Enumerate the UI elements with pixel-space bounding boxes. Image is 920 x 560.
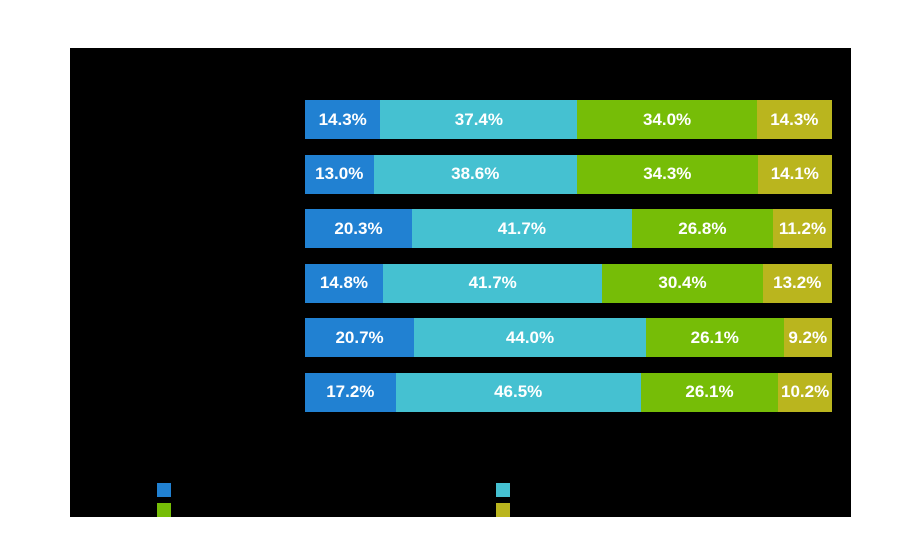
bar-segment-series-cyan: 41.7%: [411, 209, 632, 248]
bar-value-label: 14.1%: [770, 164, 819, 183]
bar-value-label: 26.1%: [685, 382, 734, 401]
bar-segment-series-olive: 11.2%: [772, 209, 832, 248]
stacked-bar-plot: 14.3% 37.4% 34.0% 14.3% 13.0% 38.6% 34.3% 14.1%…: [305, 100, 832, 412]
bar-segment-series-cyan: 44.0%: [414, 318, 646, 357]
bar-value-label: 34.3%: [643, 164, 692, 183]
bar-value-label: 34.0%: [642, 109, 692, 129]
bar-value-label: 20.7%: [335, 327, 384, 347]
bar-value-label: 41.7%: [468, 273, 517, 292]
bar-value-label: 37.4%: [454, 109, 503, 129]
bar-segment-series-green: 34.3%: [576, 154, 758, 194]
bar-value-label: 30.4%: [658, 273, 707, 292]
bar-segment-series-blue: 14.3%: [305, 100, 381, 139]
bar-segment-series-olive: 14.1%: [757, 154, 832, 194]
bar-value-label: 13.2%: [773, 273, 822, 292]
bar-segment-series-olive: 10.2%: [778, 372, 832, 412]
bar-value-label: 14.3%: [770, 109, 819, 129]
bar-value-label: 41.7%: [497, 218, 546, 238]
bar-row: 14.3% 37.4% 34.0% 14.3%: [305, 100, 832, 139]
bar-value-label: 9.2%: [788, 327, 828, 347]
bar-value-label: 26.1%: [690, 327, 739, 347]
bar-value-label: 14.8%: [319, 273, 369, 292]
bar-value-label: 14.3%: [318, 109, 367, 129]
bar-segment-series-olive: 13.2%: [762, 263, 832, 303]
bar-row: 13.0% 38.6% 34.3% 14.1%: [305, 154, 832, 194]
bar-row: 20.3% 41.7% 26.8% 11.2%: [305, 209, 832, 248]
bar-segment-series-cyan: 41.7%: [382, 263, 603, 303]
bar-value-label: 26.8%: [678, 218, 727, 238]
bar-value-label: 10.2%: [781, 382, 830, 401]
bar-segment-series-cyan: 37.4%: [380, 100, 578, 139]
bar-segment-series-cyan: 46.5%: [395, 372, 641, 412]
bar-value-label: 44.0%: [505, 327, 555, 347]
bar-segment-series-green: 30.4%: [602, 263, 763, 303]
bar-segment-series-cyan: 38.6%: [373, 154, 577, 194]
bar-segment-series-blue: 20.7%: [305, 318, 415, 357]
bar-value-label: 11.2%: [778, 218, 827, 238]
bar-segment-series-olive: 9.2%: [783, 318, 832, 357]
bar-segment-series-olive: 14.3%: [756, 100, 832, 139]
legend-swatch-green: [157, 503, 171, 517]
bar-segment-series-green: 26.1%: [645, 318, 784, 357]
bar-value-label: 38.6%: [451, 164, 500, 183]
legend-swatch-olive: [496, 503, 510, 517]
bar-segment-series-green: 34.0%: [577, 100, 757, 139]
bar-row: 20.7% 44.0% 26.1% 9.2%: [305, 318, 832, 357]
bar-value-label: 46.5%: [494, 382, 543, 401]
bar-row: 17.2% 46.5% 26.1% 10.2%: [305, 372, 832, 412]
legend-swatch-blue: [157, 483, 171, 497]
bar-segment-series-green: 26.8%: [631, 209, 773, 248]
chart-panel: 14.3% 37.4% 34.0% 14.3% 13.0% 38.6% 34.3% 14.1%…: [70, 48, 851, 517]
bar-segment-series-blue: 20.3%: [305, 209, 412, 248]
bar-segment-series-blue: 17.2%: [305, 372, 396, 412]
bar-segment-series-blue: 13.0%: [305, 154, 374, 194]
bar-segment-series-blue: 14.8%: [305, 263, 383, 303]
bar-segment-series-green: 26.1%: [640, 372, 779, 412]
bar-value-label: 20.3%: [334, 218, 383, 238]
bar-row: 14.8% 41.7% 30.4% 13.2%: [305, 263, 832, 303]
bar-value-label: 17.2%: [326, 382, 375, 401]
bar-value-label: 13.0%: [315, 164, 364, 183]
legend-swatch-cyan: [496, 483, 510, 497]
